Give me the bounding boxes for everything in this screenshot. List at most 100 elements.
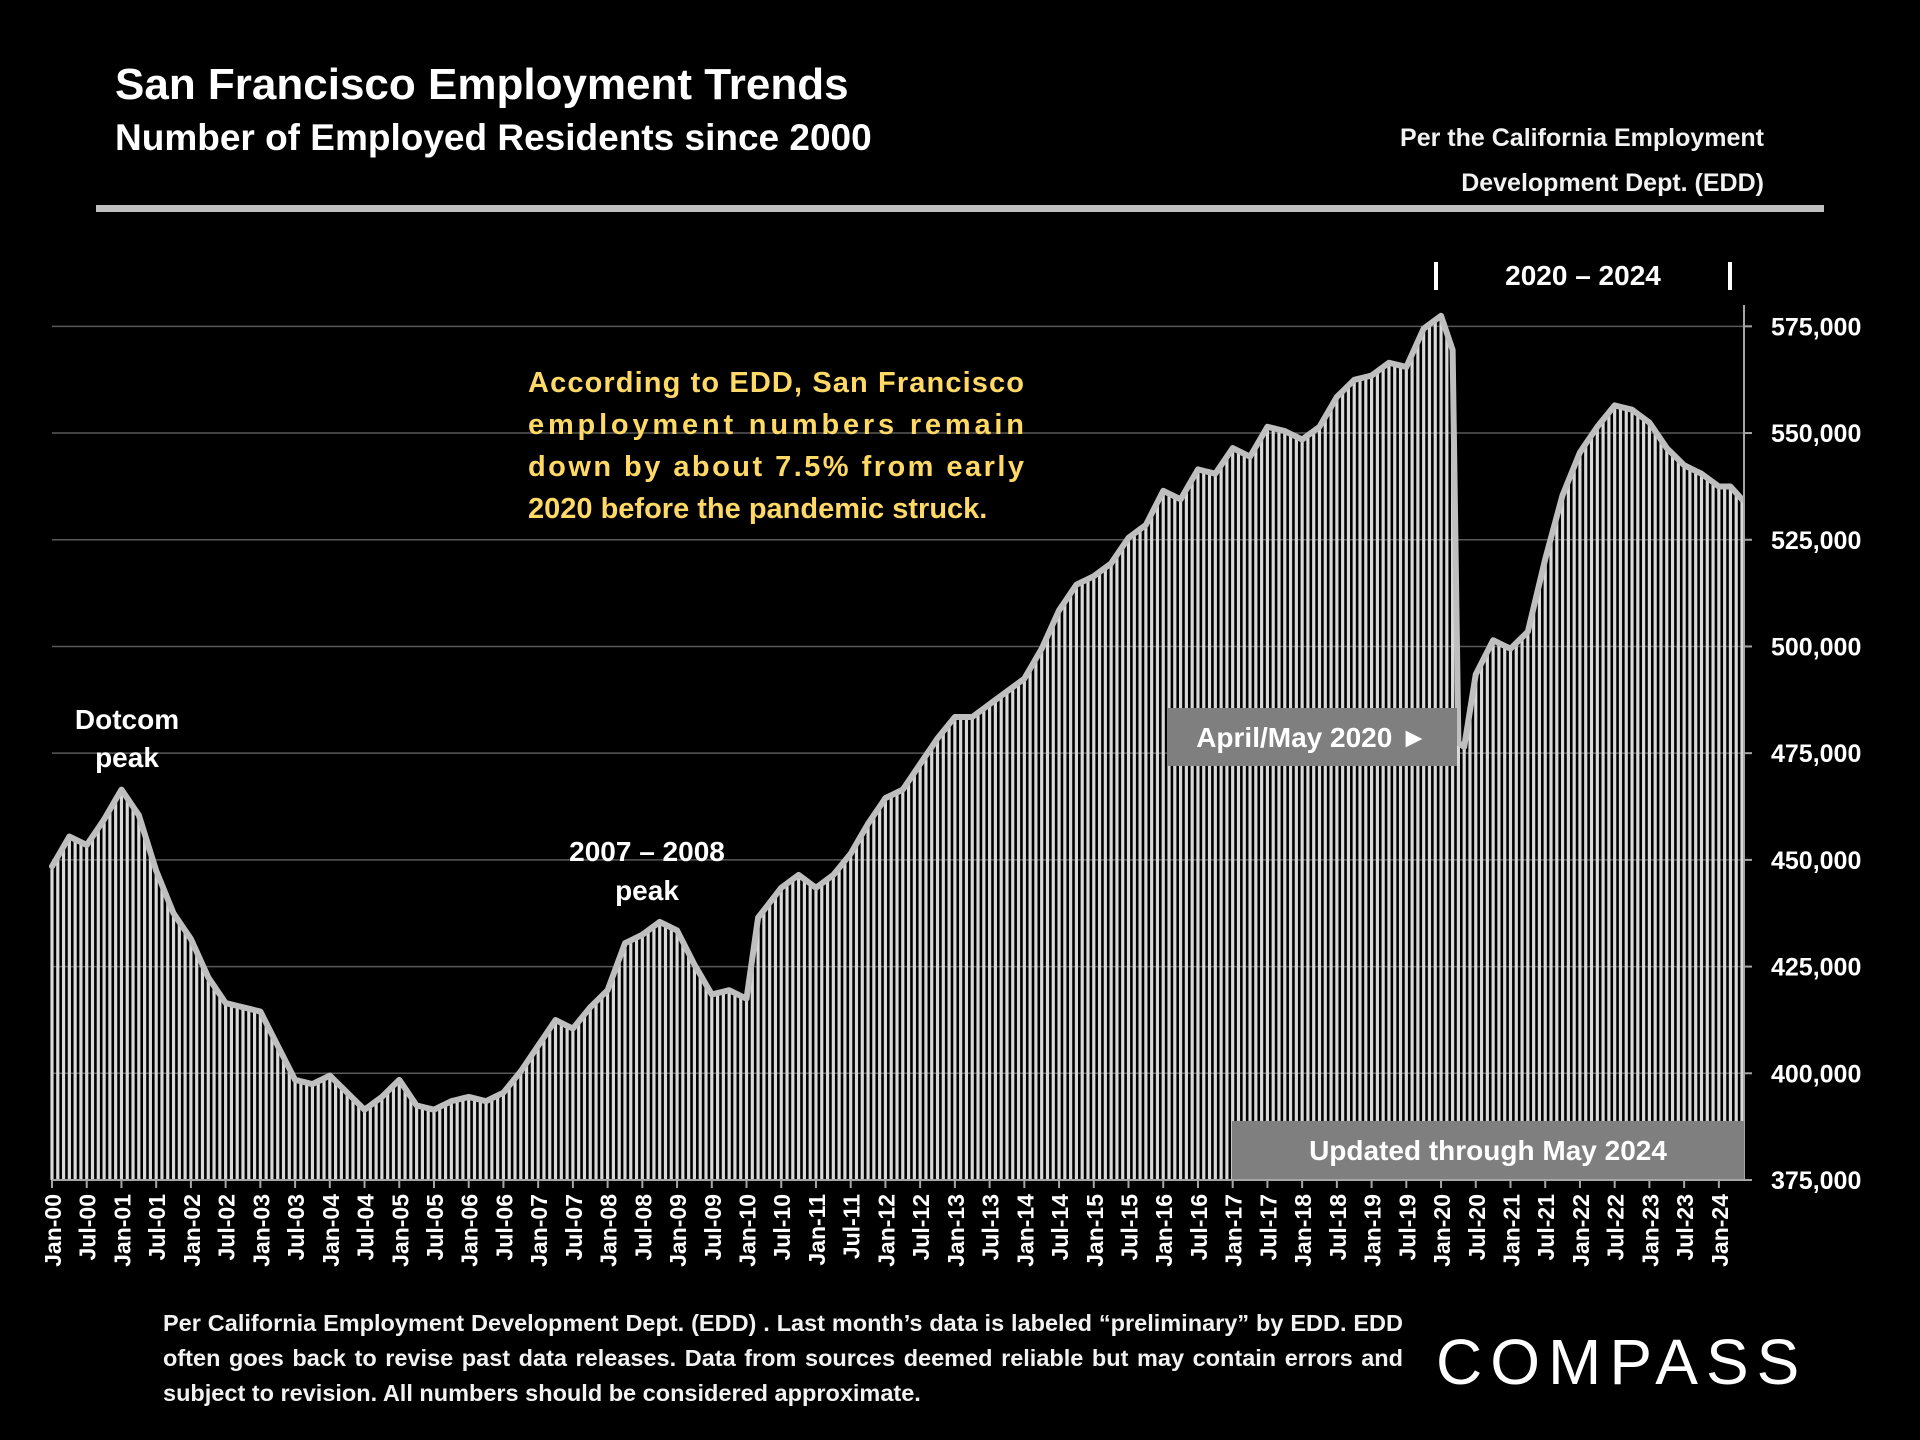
bar	[849, 855, 853, 1180]
bar	[941, 733, 945, 1180]
bar	[426, 1110, 430, 1180]
bar	[1097, 573, 1102, 1180]
bar	[391, 1087, 396, 1180]
x-tick-label: Jan-07	[526, 1194, 552, 1267]
bar	[79, 844, 83, 1180]
bar	[125, 800, 129, 1180]
bar	[56, 858, 60, 1180]
bar	[878, 808, 882, 1180]
bar	[565, 1027, 569, 1180]
bar	[420, 1108, 424, 1180]
bar	[1647, 424, 1651, 1180]
y-tick-label: 400,000	[1771, 1060, 1861, 1088]
bar	[1329, 408, 1333, 1180]
bar	[663, 926, 668, 1180]
bar	[733, 995, 737, 1180]
bar	[131, 808, 135, 1180]
x-tick-label: Jul-19	[1394, 1194, 1420, 1260]
bar	[935, 740, 940, 1180]
bar	[490, 1100, 494, 1180]
bar	[85, 847, 89, 1180]
bar	[1335, 398, 1339, 1180]
bar	[1179, 501, 1183, 1181]
bar	[675, 932, 679, 1180]
x-tick-label: Jan-18	[1290, 1194, 1316, 1267]
bar	[212, 987, 216, 1180]
bar	[171, 915, 176, 1180]
bar	[443, 1106, 448, 1180]
bar	[224, 1005, 228, 1180]
x-tick-label: Jan-15	[1082, 1194, 1108, 1267]
bar	[553, 1022, 558, 1180]
bar	[953, 719, 957, 1180]
bar	[710, 996, 714, 1180]
x-tick-label: Jan-03	[248, 1194, 274, 1267]
bar	[658, 923, 662, 1180]
bar	[542, 1039, 546, 1180]
period-label: 2020 – 2024	[1505, 260, 1661, 291]
bar	[339, 1088, 343, 1180]
x-tick-label: Jan-04	[318, 1194, 344, 1267]
bar	[1260, 438, 1264, 1180]
bar	[1358, 380, 1362, 1180]
bar	[1341, 393, 1345, 1181]
bar	[959, 719, 963, 1180]
bar	[351, 1100, 355, 1180]
bar	[629, 942, 633, 1180]
bar	[906, 783, 911, 1180]
x-tick-label: Jan-17	[1221, 1194, 1247, 1267]
bar	[397, 1081, 401, 1180]
bar	[843, 862, 847, 1180]
bar	[154, 872, 158, 1180]
x-tick-label: Jul-08	[630, 1194, 656, 1261]
bar	[1607, 414, 1611, 1180]
bar	[90, 838, 95, 1180]
bar	[681, 943, 685, 1180]
updated-box	[1232, 1121, 1744, 1179]
bar	[1109, 565, 1113, 1180]
bar	[183, 932, 187, 1180]
bar	[1184, 491, 1188, 1180]
bar	[988, 706, 992, 1180]
commentary-line-2: employment numbers remain	[528, 409, 1024, 441]
x-tick-label: Jan-23	[1637, 1194, 1663, 1267]
bar	[1491, 642, 1495, 1180]
bar	[137, 817, 141, 1180]
bar	[1462, 748, 1466, 1180]
bar	[889, 797, 893, 1180]
dotcom-label-line2: peak	[95, 742, 159, 773]
bar	[588, 1009, 592, 1180]
bar	[1277, 431, 1281, 1180]
x-tick-label: Jan-08	[596, 1194, 622, 1267]
bar	[773, 897, 778, 1180]
bar	[305, 1084, 309, 1180]
bar	[1196, 471, 1200, 1181]
bar	[1115, 556, 1119, 1180]
bar	[646, 932, 650, 1180]
bar	[1549, 539, 1553, 1180]
bar	[1271, 430, 1275, 1180]
bar	[993, 701, 997, 1180]
bar	[229, 1006, 234, 1180]
compass-logo: COMPASS	[1436, 1326, 1808, 1398]
bar	[1364, 378, 1368, 1181]
bar	[322, 1080, 326, 1180]
x-tick-label: Jul-14	[1047, 1194, 1073, 1261]
footnote: Per California Employment Development De…	[163, 1310, 1403, 1406]
bar	[1155, 504, 1160, 1180]
bar	[947, 726, 951, 1180]
x-tick-label: Jul-04	[353, 1194, 379, 1261]
bar	[310, 1086, 315, 1180]
bar	[1381, 369, 1385, 1180]
x-tick-label: Jan-05	[387, 1194, 413, 1267]
updated-label: Updated through May 2024	[1309, 1135, 1667, 1166]
bar	[762, 912, 766, 1180]
bar	[374, 1103, 378, 1180]
trend-line	[49, 312, 1745, 1113]
bar	[1167, 495, 1171, 1180]
bar	[1584, 445, 1588, 1181]
bar	[1190, 481, 1194, 1180]
bar	[143, 835, 147, 1180]
bar	[820, 885, 824, 1180]
dotcom-label-line1: Dotcom	[75, 704, 179, 735]
